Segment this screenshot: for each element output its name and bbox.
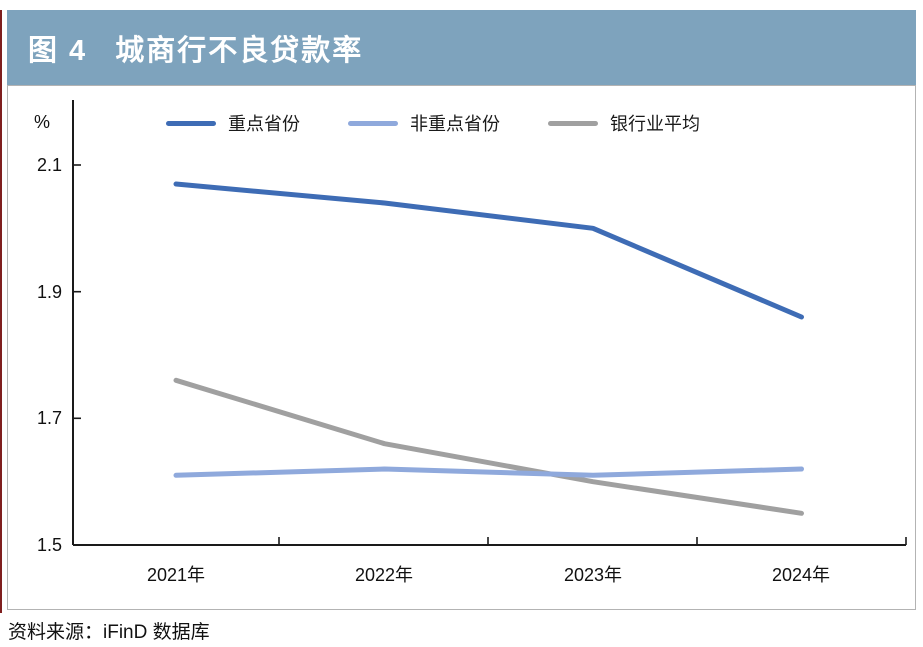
series-line-non-key-provinces xyxy=(173,466,804,478)
x-axis-category-label: 2023年 xyxy=(563,565,623,585)
legend-item-banking-average: 银行业平均 xyxy=(548,110,700,136)
legend-label-key: 重点省份 xyxy=(228,114,300,134)
x-axis-category-label: 2022年 xyxy=(354,565,414,585)
x-axis-category-label: 2024年 xyxy=(771,565,831,585)
data-source-note: 资料来源：iFinD 数据库 xyxy=(8,622,210,643)
series-line-banking-average xyxy=(173,377,804,516)
y-axis-tick-label: 2.1 xyxy=(36,155,62,175)
line-chart-canvas xyxy=(72,100,907,546)
chart-card: % 重点省份 非重点省份 银行业平均 2.1 1.9 1.7 1.5 2021年… xyxy=(7,85,916,610)
legend-item-non-key-provinces: 非重点省份 xyxy=(348,110,500,136)
legend-line-swatch-non-key xyxy=(348,120,398,126)
legend-label-non-key: 非重点省份 xyxy=(410,114,500,134)
y-axis-tick-label: 1.5 xyxy=(36,535,62,555)
chart-legend: 重点省份 非重点省份 银行业平均 xyxy=(166,110,700,136)
accent-left-bar xyxy=(0,10,2,613)
legend-line-swatch-key xyxy=(166,120,216,126)
legend-label-average: 银行业平均 xyxy=(610,114,700,134)
figure-title: 城商行不良贷款率 xyxy=(115,34,364,67)
legend-item-key-provinces: 重点省份 xyxy=(166,110,300,136)
y-axis-tick-label: 1.9 xyxy=(36,282,62,302)
y-axis-tick-label: 1.7 xyxy=(36,408,62,428)
series-line-key-provinces xyxy=(173,181,804,320)
figure-number-label: 图 4 xyxy=(28,34,88,67)
legend-line-swatch-average xyxy=(548,120,598,126)
figure-header: 图 4 城商行不良贷款率 xyxy=(7,10,916,85)
x-axis-category-label: 2021年 xyxy=(146,565,206,585)
y-axis-unit-label: % xyxy=(34,112,51,132)
